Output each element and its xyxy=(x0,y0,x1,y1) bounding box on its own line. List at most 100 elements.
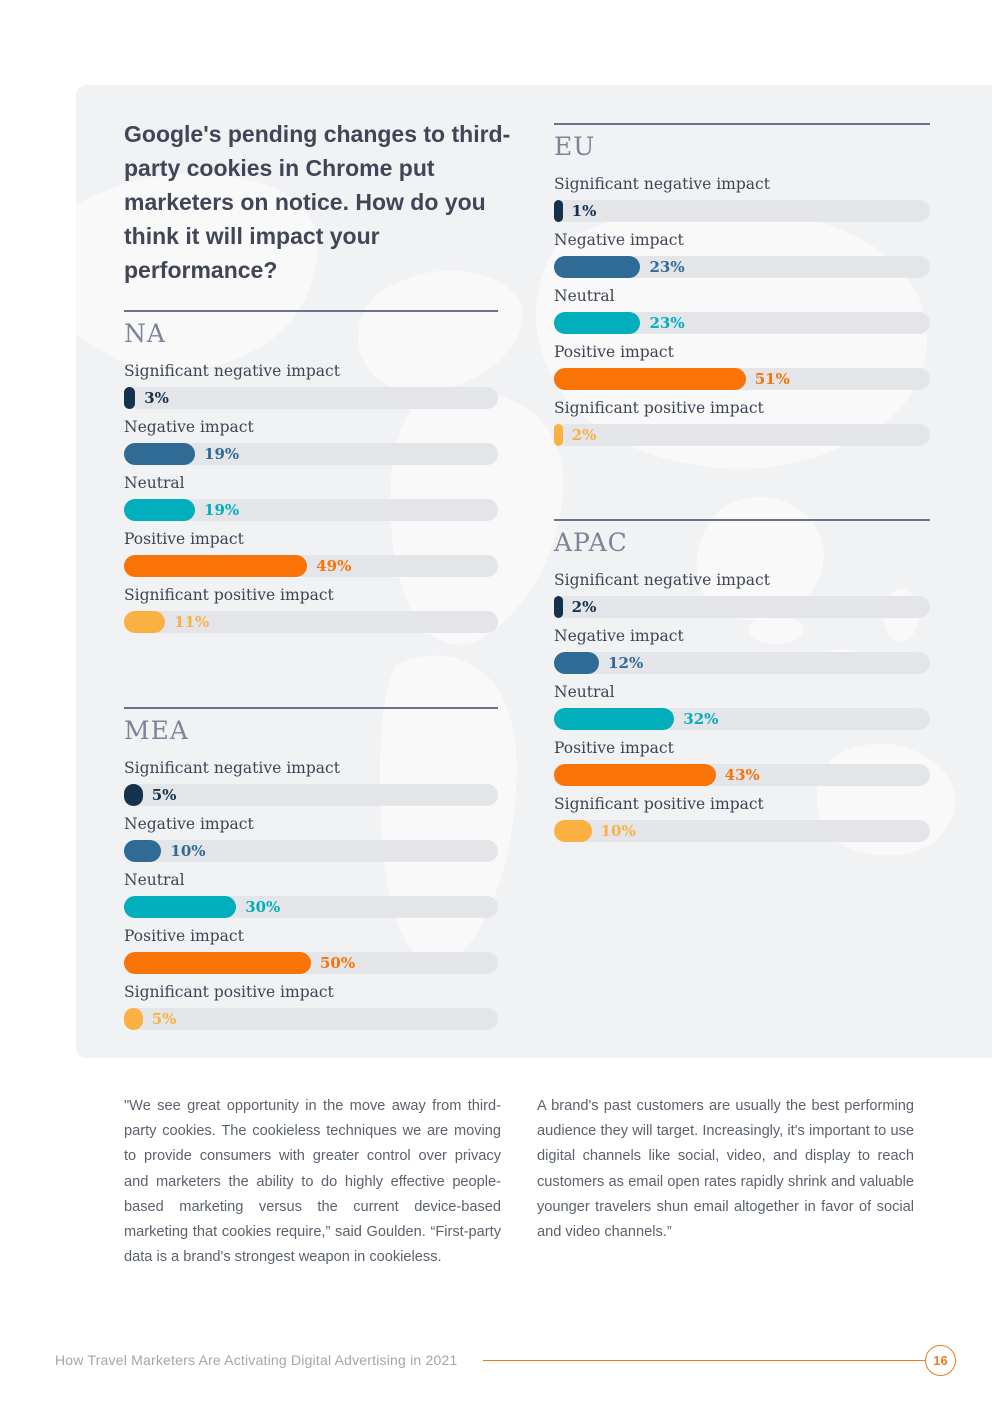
bar-label: Neutral xyxy=(124,474,185,492)
section-divider xyxy=(124,707,498,709)
bar-value: 49% xyxy=(316,557,352,575)
bar-fill-neutral xyxy=(124,499,196,521)
bar-label: Significant positive impact xyxy=(554,795,764,813)
bar-row: Positive impact 50% xyxy=(124,927,498,974)
bar-row: Significant positive impact 2% xyxy=(554,399,930,446)
bar-row: Significant negative impact 1% xyxy=(554,175,930,222)
bar-fill-significant-negative xyxy=(554,596,563,618)
bar-row: Positive impact 51% xyxy=(554,343,930,390)
quote-paragraph-left: "We see great opportunity in the move aw… xyxy=(124,1098,501,1266)
bar-fill-significant-negative xyxy=(124,387,136,409)
bar-fill-neutral xyxy=(554,708,675,730)
bar-track: 3% xyxy=(124,387,498,409)
bar-fill-positive xyxy=(124,952,311,974)
bar-fill-neutral xyxy=(554,312,641,334)
bar-value: 3% xyxy=(144,389,169,407)
bar-value: 19% xyxy=(204,445,240,463)
bar-track: 19% xyxy=(124,499,498,521)
bar-label: Positive impact xyxy=(124,927,244,945)
bar-track: 23% xyxy=(554,256,930,278)
bar-label: Neutral xyxy=(554,683,615,701)
bar-label: Positive impact xyxy=(124,530,244,548)
bar-row: Significant positive impact 10% xyxy=(554,795,930,842)
bar-fill-negative xyxy=(124,840,162,862)
bar-track: 12% xyxy=(554,652,930,674)
region-title-apac: APAC xyxy=(554,528,628,557)
section-divider xyxy=(554,123,930,125)
bar-track: 51% xyxy=(554,368,930,390)
bar-label: Significant positive impact xyxy=(554,399,764,417)
bar-track: 1% xyxy=(554,200,930,222)
bar-fill-positive xyxy=(554,368,746,390)
bar-row: Neutral 30% xyxy=(124,871,498,918)
region-title-eu: EU xyxy=(554,132,596,161)
footer-report-title: How Travel Marketers Are Activating Digi… xyxy=(55,1352,458,1368)
region-title-mea: MEA xyxy=(124,716,189,745)
bar-value: 5% xyxy=(151,786,177,804)
bar-track: 5% xyxy=(124,784,498,806)
bar-row: Negative impact 12% xyxy=(554,627,930,674)
bar-fill-significant-positive xyxy=(554,424,563,446)
bar-track: 43% xyxy=(554,764,930,786)
bar-value: 10% xyxy=(600,822,636,840)
bar-track: 50% xyxy=(124,952,498,974)
bar-label: Negative impact xyxy=(124,815,254,833)
bar-track: 19% xyxy=(124,443,498,465)
bar-fill-significant-positive xyxy=(124,611,166,633)
bar-label: Neutral xyxy=(554,287,615,305)
bar-label: Neutral xyxy=(124,871,185,889)
bar-fill-significant-positive xyxy=(124,1008,143,1030)
bar-label: Significant negative impact xyxy=(554,571,770,589)
bar-fill-significant-positive xyxy=(554,820,592,842)
bar-track: 10% xyxy=(554,820,930,842)
bar-value: 2% xyxy=(571,426,597,444)
bar-fill-negative xyxy=(554,652,600,674)
bar-row: Neutral 32% xyxy=(554,683,930,730)
bar-fill-neutral xyxy=(124,896,237,918)
bar-label: Significant negative impact xyxy=(124,759,340,777)
bar-track: 2% xyxy=(554,424,930,446)
bar-value: 10% xyxy=(170,842,206,860)
bar-fill-positive xyxy=(124,555,308,577)
bar-value: 2% xyxy=(571,598,597,616)
section-divider xyxy=(554,519,930,521)
region-eu: EU Significant negative impact 1% Negati… xyxy=(554,123,930,455)
bar-label: Significant positive impact xyxy=(124,983,334,1001)
survey-panel: Google's pending changes to third-party … xyxy=(76,85,992,1058)
bar-track: 11% xyxy=(124,611,498,633)
bar-track: 2% xyxy=(554,596,930,618)
bar-value: 12% xyxy=(608,654,644,672)
bar-track: 32% xyxy=(554,708,930,730)
bar-value: 23% xyxy=(649,314,685,332)
bar-track: 5% xyxy=(124,1008,498,1030)
bar-label: Positive impact xyxy=(554,739,674,757)
region-na: NA Significant negative impact 3% Negati… xyxy=(124,310,498,642)
bar-value: 19% xyxy=(204,501,240,519)
bar-value: 30% xyxy=(245,898,281,916)
bar-value: 11% xyxy=(174,613,210,631)
bar-label: Positive impact xyxy=(554,343,674,361)
bar-track: 10% xyxy=(124,840,498,862)
bar-row: Neutral 19% xyxy=(124,474,498,521)
bar-fill-negative xyxy=(124,443,196,465)
bar-row: Positive impact 49% xyxy=(124,530,498,577)
bar-row: Negative impact 10% xyxy=(124,815,498,862)
bar-fill-positive xyxy=(554,764,716,786)
bar-row: Neutral 23% xyxy=(554,287,930,334)
bar-value: 23% xyxy=(649,258,685,276)
bar-fill-significant-negative xyxy=(554,200,563,222)
bar-value: 5% xyxy=(151,1010,177,1028)
bar-value: 51% xyxy=(754,370,790,388)
bar-fill-significant-negative xyxy=(124,784,143,806)
quote-paragraph-right: A brand's past customers are usually the… xyxy=(537,1098,914,1241)
bar-label: Negative impact xyxy=(124,418,254,436)
bar-fill-negative xyxy=(554,256,641,278)
bar-label: Significant negative impact xyxy=(554,175,770,193)
bar-track: 49% xyxy=(124,555,498,577)
bar-row: Significant positive impact 11% xyxy=(124,586,498,633)
bar-label: Negative impact xyxy=(554,231,684,249)
bar-row: Positive impact 43% xyxy=(554,739,930,786)
bar-track: 30% xyxy=(124,896,498,918)
page-number-badge: 16 xyxy=(925,1344,956,1376)
bar-row: Significant negative impact 2% xyxy=(554,571,930,618)
